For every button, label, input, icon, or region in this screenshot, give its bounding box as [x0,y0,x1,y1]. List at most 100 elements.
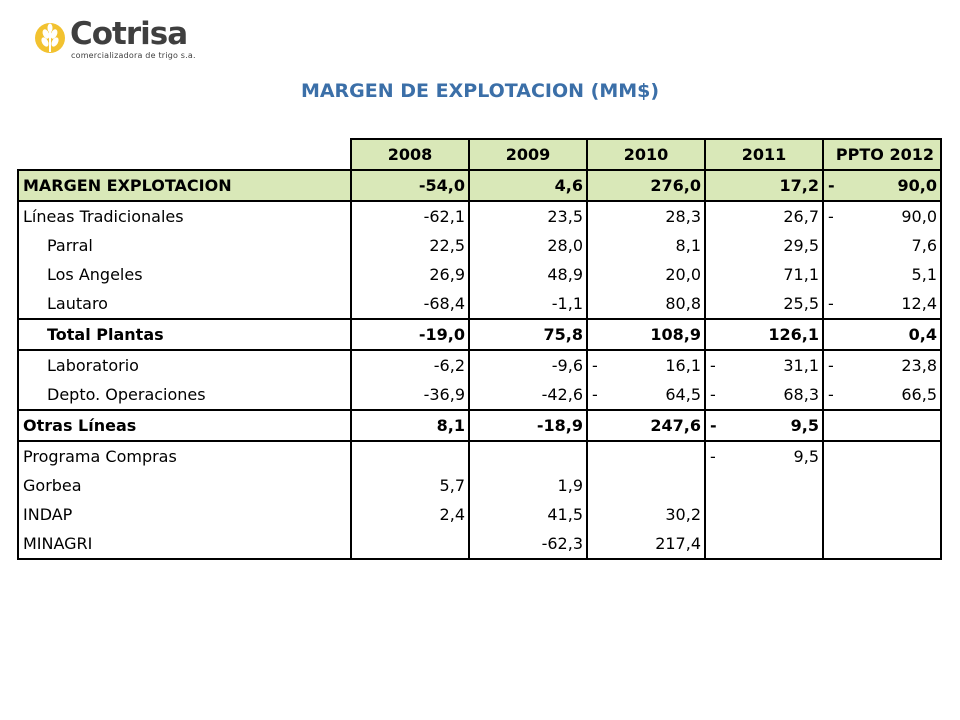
table-cell: -19,0 [350,318,470,350]
table-cell: 8,1 [586,231,706,260]
page-title: MARGEN DE EXPLOTACION (MM$) [300,80,660,102]
table-cell: 247,6 [586,409,706,441]
cell-value: 30,2 [665,505,701,524]
table-cell: - 64,5 [586,380,706,410]
table-cell: 48,9 [468,260,588,289]
table-cell: 7,6 [822,231,942,260]
table-cell [350,440,470,471]
table-cell [822,440,942,471]
table-row: Laboratorio -6,2 -9,6-16,1-31,1-23,8 [17,349,942,380]
table-row: Líneas Tradicionales -62,1 23,5 28,3 26,7- 90… [17,200,942,231]
row-label: Los Angeles [17,260,352,289]
table-cell [822,500,942,529]
table-row: MINAGRI -62,3 217,4 [17,529,942,560]
negative-dash: - [710,356,716,375]
column-header: 2011 [704,138,824,170]
table-cell [822,409,942,441]
cell-value: 75,8 [543,325,583,344]
table-cell: 276,0 [586,169,706,202]
table-row: Lautaro -68,4 -1,1 80,8 25,5- 12,4 [17,289,942,319]
table-cell: - 23,8 [822,349,942,380]
table-cell: 20,0 [586,260,706,289]
cell-value: 80,8 [665,294,701,313]
negative-dash: - [828,207,834,226]
table-cell: -6,2 [350,349,470,380]
table-cell: - 9,5 [704,409,824,441]
cell-value: 0,4 [908,325,937,344]
cell-value: 8,1 [436,416,465,435]
table-cell: - 90,0 [822,200,942,231]
cell-value: 71,1 [783,265,819,284]
cell-value: 31,1 [783,356,819,375]
cell-value: 9,5 [790,416,819,435]
negative-dash: - [592,356,598,375]
table-cell: 28,3 [586,200,706,231]
table-cell [586,440,706,471]
table-cell: -18,9 [468,409,588,441]
margin-table: 2008 2009 2010 2011 PPTO 2012 MARGEN EXP… [17,138,942,560]
cell-value: -9,6 [551,356,583,375]
row-label: Lautaro [17,289,352,319]
column-header: 2009 [468,138,588,170]
row-label: Líneas Tradicionales [17,200,352,231]
table-cell: -42,6 [468,380,588,410]
table-cell: 26,7 [704,200,824,231]
logo-tagline: comercializadora de trigo s.a. [71,51,196,60]
table-cell: 25,5 [704,289,824,319]
table-cell: 23,5 [468,200,588,231]
table-row: Otras Líneas 8,1 -18,9 247,6- 9,5 [17,409,942,441]
cell-value: 5,1 [911,265,937,284]
table-row: Parral 22,5 28,0 8,1 29,5 7,6 [17,231,942,260]
negative-dash: - [828,176,835,195]
table-cell: - 16,1 [586,349,706,380]
cell-value: -68,4 [423,294,465,313]
table-cell [704,500,824,529]
negative-dash: - [710,385,716,404]
table-cell: 28,0 [468,231,588,260]
table-cell: 0,4 [822,318,942,350]
cell-value: 28,0 [547,236,583,255]
table-cell: -1,1 [468,289,588,319]
table-cell: 1,9 [468,471,588,500]
negative-dash: - [828,385,834,404]
table-cell: 29,5 [704,231,824,260]
cell-value: 29,5 [783,236,819,255]
table-cell: 217,4 [586,529,706,560]
cell-value: -42,6 [541,385,583,404]
negative-dash: - [592,385,598,404]
cell-value: 25,5 [783,294,819,313]
table-cell: 17,2 [704,169,824,202]
row-label: Laboratorio [17,349,352,380]
table-cell: - 12,4 [822,289,942,319]
cell-value: 8,1 [675,236,701,255]
cell-value: -54,0 [418,176,465,195]
wheat-logo-icon [35,23,65,53]
row-label: MINAGRI [17,529,352,560]
table-cell: -9,6 [468,349,588,380]
table-cell: 26,9 [350,260,470,289]
table-cell: 5,1 [822,260,942,289]
row-label: Total Plantas [17,318,352,350]
cell-value: 66,5 [901,385,937,404]
row-label: Programa Compras [17,440,352,471]
cell-value: 64,5 [665,385,701,404]
table-cell: 71,1 [704,260,824,289]
column-header: 2008 [350,138,470,170]
table-cell: - 66,5 [822,380,942,410]
cell-value: 90,0 [897,176,937,195]
negative-dash: - [828,356,834,375]
cell-value: -62,3 [541,534,583,553]
table-cell: -54,0 [350,169,470,202]
cell-value: 7,6 [911,236,937,255]
table-cell [350,529,470,560]
cell-value: 17,2 [779,176,819,195]
table-cell [468,440,588,471]
row-label: Otras Líneas [17,409,352,441]
row-label: Gorbea [17,471,352,500]
cell-value: 23,8 [901,356,937,375]
table-cell: - 31,1 [704,349,824,380]
table-row: Depto. Operaciones -36,9 -42,6-64,5-68,3-6… [17,380,942,410]
table-cell: 5,7 [350,471,470,500]
table-cell: 41,5 [468,500,588,529]
cell-value: 48,9 [547,265,583,284]
